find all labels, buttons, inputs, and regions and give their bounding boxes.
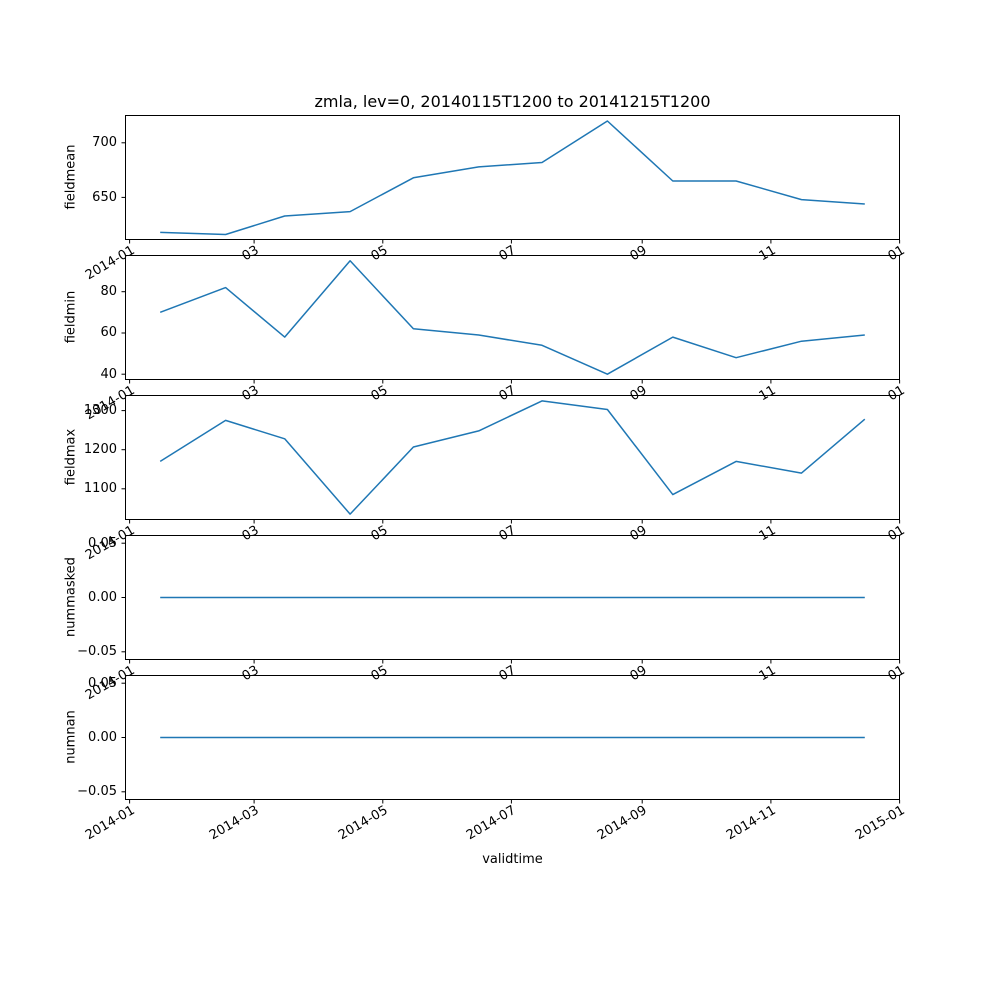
subplot-fieldmin: fieldmin 40 60 80 2014-01 03 05 07 09 11 01 <box>0 255 1000 423</box>
x-tick-label: 2015-01 <box>852 803 908 844</box>
data-line <box>159 260 865 375</box>
x-tick-label: 2014-09 <box>594 803 650 844</box>
subplot-nummasked: nummasked −0.05 0.00 0.05 2014-01 03 05 07 09 1… <box>0 535 1000 703</box>
subplot-fieldmax: fieldmax 1100 1200 1300 2014-01 03 05 07 09 11 0… <box>0 395 1000 563</box>
plot-frame <box>125 115 900 240</box>
y-tick-label: 0.00 <box>88 590 117 605</box>
plot-frame <box>125 395 900 520</box>
y-tick-label: 80 <box>100 284 117 299</box>
y-tick-label: 1100 <box>83 481 117 496</box>
plot-frame <box>125 675 900 800</box>
x-tick-label: 2014-03 <box>206 803 262 844</box>
subplot-numnan: numnan −0.05 0.00 0.05 2014-01 2014-03 2014-… <box>0 675 1000 843</box>
subplot-fieldmean: fieldmean 650 700 2014-01 03 05 07 09 11 01 <box>0 115 1000 283</box>
chart-title: zmla, lev=0, 20140115T1200 to 20141215T1… <box>314 92 711 111</box>
y-tick-label: −0.05 <box>77 784 117 799</box>
y-tick-label: 0.05 <box>88 536 117 551</box>
y-tick-label: 1300 <box>83 403 117 418</box>
x-tick-label: 2014-07 <box>463 803 519 844</box>
y-tick-label: 700 <box>92 135 117 150</box>
y-tick-label: 40 <box>100 367 117 382</box>
plot-area-numnan <box>121 675 901 804</box>
y-tick-label: 1200 <box>83 442 117 457</box>
plot-area-fieldmean <box>121 115 901 244</box>
x-tick-label: 2014-05 <box>335 803 391 844</box>
x-tick-label: 2014-01 <box>82 803 138 844</box>
y-tick-label: −0.05 <box>77 644 117 659</box>
data-line <box>159 400 866 515</box>
data-line <box>160 120 865 236</box>
y-tick-label: 0.05 <box>88 676 117 691</box>
y-tick-label: 0.00 <box>88 730 117 745</box>
plot-area-nummasked <box>121 535 901 664</box>
plot-area-fieldmin <box>121 255 901 384</box>
x-axis-label: validtime <box>482 852 543 867</box>
plot-area-fieldmax <box>121 395 901 524</box>
plot-frame <box>125 255 900 380</box>
x-tick-label: 2014-11 <box>723 803 779 844</box>
plot-frame <box>125 535 900 660</box>
y-tick-label: 650 <box>92 190 117 205</box>
y-tick-label: 60 <box>100 325 117 340</box>
